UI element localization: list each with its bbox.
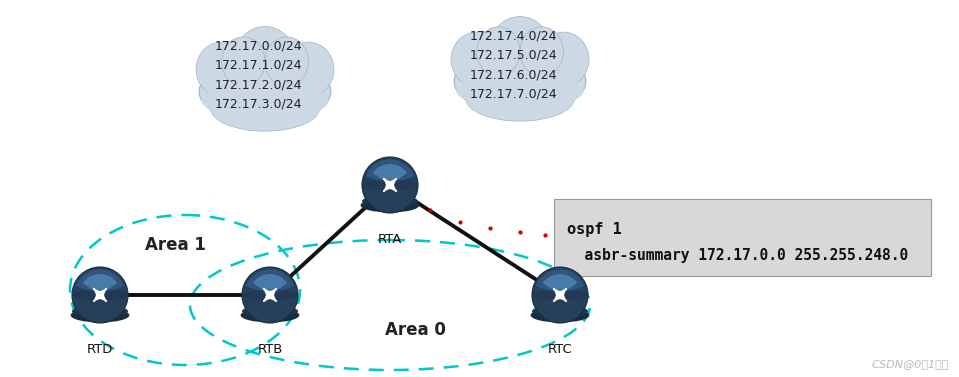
Ellipse shape xyxy=(242,305,298,317)
Text: asbr-summary 172.17.0.0 255.255.248.0: asbr-summary 172.17.0.0 255.255.248.0 xyxy=(567,248,908,263)
Wedge shape xyxy=(253,274,287,295)
Ellipse shape xyxy=(520,27,563,76)
Text: CSDN@0与1之旅: CSDN@0与1之旅 xyxy=(872,359,949,369)
Ellipse shape xyxy=(283,42,334,97)
Ellipse shape xyxy=(196,42,247,97)
Wedge shape xyxy=(76,269,125,295)
Ellipse shape xyxy=(532,305,588,317)
Circle shape xyxy=(532,267,588,323)
Ellipse shape xyxy=(361,198,419,213)
Wedge shape xyxy=(365,159,414,185)
Ellipse shape xyxy=(236,26,294,86)
Wedge shape xyxy=(536,269,584,295)
Ellipse shape xyxy=(201,83,329,119)
Ellipse shape xyxy=(456,72,583,109)
Ellipse shape xyxy=(466,76,574,121)
Ellipse shape xyxy=(532,290,588,300)
Text: 172.17.4.0/24
172.17.5.0/24
172.17.6.0/24
172.17.7.0/24: 172.17.4.0/24 172.17.5.0/24 172.17.6.0/2… xyxy=(469,29,557,101)
Text: RTD: RTD xyxy=(87,343,113,356)
Text: RTC: RTC xyxy=(548,343,573,356)
Circle shape xyxy=(362,157,418,213)
Ellipse shape xyxy=(491,17,550,76)
Ellipse shape xyxy=(362,180,418,190)
Circle shape xyxy=(242,267,298,323)
Wedge shape xyxy=(82,274,117,295)
Ellipse shape xyxy=(477,27,520,76)
Circle shape xyxy=(72,267,128,323)
Ellipse shape xyxy=(242,290,298,300)
Ellipse shape xyxy=(222,37,265,86)
Ellipse shape xyxy=(455,49,586,114)
Text: RTA: RTA xyxy=(378,233,402,246)
FancyBboxPatch shape xyxy=(554,199,931,276)
Ellipse shape xyxy=(71,308,129,322)
Ellipse shape xyxy=(199,59,331,124)
Ellipse shape xyxy=(72,305,128,317)
Wedge shape xyxy=(373,164,408,185)
Text: ospf 1: ospf 1 xyxy=(567,222,621,237)
Ellipse shape xyxy=(241,308,299,322)
Ellipse shape xyxy=(265,37,309,86)
Ellipse shape xyxy=(538,32,589,87)
Wedge shape xyxy=(246,269,294,295)
Ellipse shape xyxy=(211,86,319,131)
Text: Area 0: Area 0 xyxy=(385,321,445,339)
Text: RTB: RTB xyxy=(257,343,283,356)
Ellipse shape xyxy=(72,290,128,300)
Ellipse shape xyxy=(451,32,503,87)
Text: 172.17.0.0/24
172.17.1.0/24
172.17.2.0/24
172.17.3.0/24: 172.17.0.0/24 172.17.1.0/24 172.17.2.0/2… xyxy=(214,39,302,111)
Ellipse shape xyxy=(362,195,418,208)
Text: Area 1: Area 1 xyxy=(145,236,205,254)
Ellipse shape xyxy=(530,308,590,322)
Wedge shape xyxy=(543,274,577,295)
